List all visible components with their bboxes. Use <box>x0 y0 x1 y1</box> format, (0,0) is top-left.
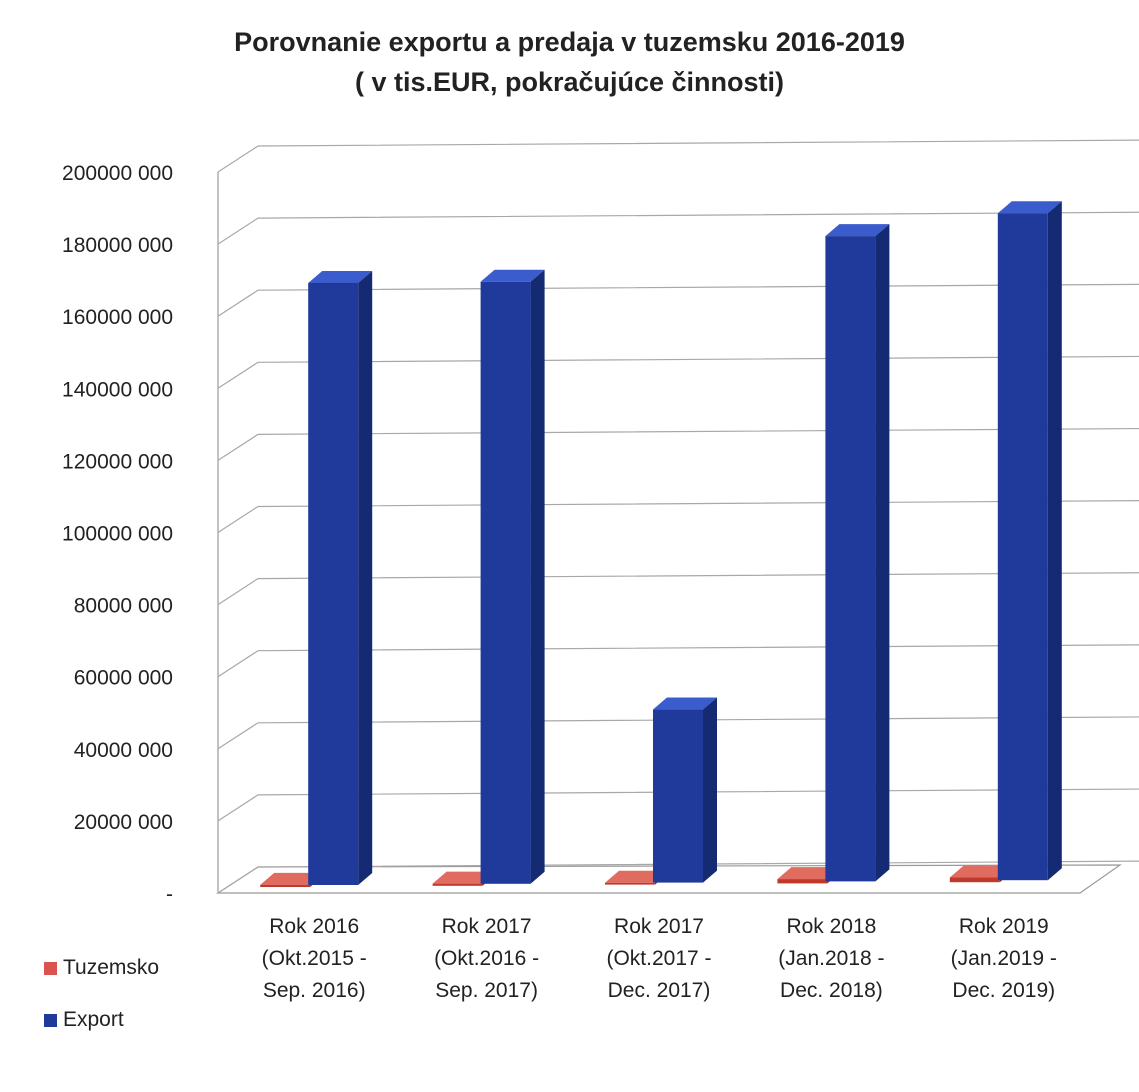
chart-subtitle: ( v tis.EUR, pokračujúce činnosti) <box>354 67 785 97</box>
legend-label-export: Export <box>63 1008 124 1031</box>
bar-export-0 <box>308 282 359 886</box>
bar-tuzemsko-2 <box>605 882 655 885</box>
gridline <box>217 139 1139 173</box>
x-category-label: Sep. 2016) <box>263 979 366 1002</box>
bar-side-export-1 <box>530 269 545 884</box>
x-category-label: Sep. 2017) <box>435 979 538 1002</box>
x-category-label: (Jan.2018 - <box>778 947 884 970</box>
x-category-label: (Okt.2016 - <box>434 947 539 970</box>
x-category-label: Dec. 2017) <box>608 979 711 1002</box>
bar-top-export-3 <box>825 224 890 237</box>
chart-title-block: Porovnanie exportu a predaja v tuzemsku … <box>0 22 1139 102</box>
y-tick-label: 100000 000 <box>62 523 173 546</box>
x-category-label: Rok 2016 <box>269 915 359 938</box>
x-category-label: (Okt.2017 - <box>606 947 711 970</box>
y-tick-label: 200000 000 <box>62 162 173 185</box>
x-category-label: (Okt.2015 - <box>262 947 367 970</box>
x-category-label: Dec. 2018) <box>780 979 883 1002</box>
gridline <box>217 211 1139 245</box>
y-tick-label: 160000 000 <box>62 306 173 329</box>
bar-tuzemsko-3 <box>777 879 828 884</box>
bar-top-export-2 <box>653 697 717 710</box>
x-category-label: Rok 2018 <box>786 915 876 938</box>
bar-top-export-4 <box>997 201 1062 214</box>
bar-top-export-0 <box>308 270 373 283</box>
y-tick-label: 60000 000 <box>74 667 173 690</box>
y-tick-label: 40000 000 <box>74 739 173 762</box>
bar-tuzemsko-1 <box>432 883 483 886</box>
bar-side-export-3 <box>875 224 890 882</box>
legend-item-tuzemsko: Tuzemsko <box>44 955 159 981</box>
bar-top-export-1 <box>480 269 545 282</box>
y-tick-label: 140000 000 <box>62 378 173 401</box>
bar-tuzemsko-0 <box>260 884 311 887</box>
bar-tuzemsko-4 <box>949 877 1000 883</box>
x-category-label: Rok 2019 <box>959 915 1049 938</box>
bar-side-export-0 <box>358 270 373 886</box>
bar-side-export-2 <box>703 697 717 883</box>
y-tick-label: - <box>166 883 173 906</box>
y-tick-label: 120000 000 <box>62 450 173 473</box>
bar-side-export-4 <box>1047 201 1062 881</box>
bar-export-3 <box>825 236 876 882</box>
x-category-label: (Jan.2019 - <box>951 947 1057 970</box>
bar-export-1 <box>480 281 531 884</box>
y-tick-label: 20000 000 <box>74 811 173 834</box>
x-category-label: Rok 2017 <box>442 915 532 938</box>
legend-swatch-tuzemsko <box>44 961 57 975</box>
x-category-label: Rok 2017 <box>614 915 704 938</box>
chart-title: Porovnanie exportu a predaja v tuzemsku … <box>234 27 905 57</box>
bar-export-2 <box>653 709 703 883</box>
legend-swatch-export <box>44 1013 57 1027</box>
legend-label-tuzemsko: Tuzemsko <box>63 956 160 979</box>
legend: Tuzemsko Export <box>44 955 159 1059</box>
x-category-label: Dec. 2019) <box>952 979 1055 1002</box>
bar-export-4 <box>997 213 1048 881</box>
y-tick-label: 80000 000 <box>74 595 173 618</box>
legend-item-export: Export <box>44 1007 159 1033</box>
y-tick-label: 180000 000 <box>62 234 173 257</box>
